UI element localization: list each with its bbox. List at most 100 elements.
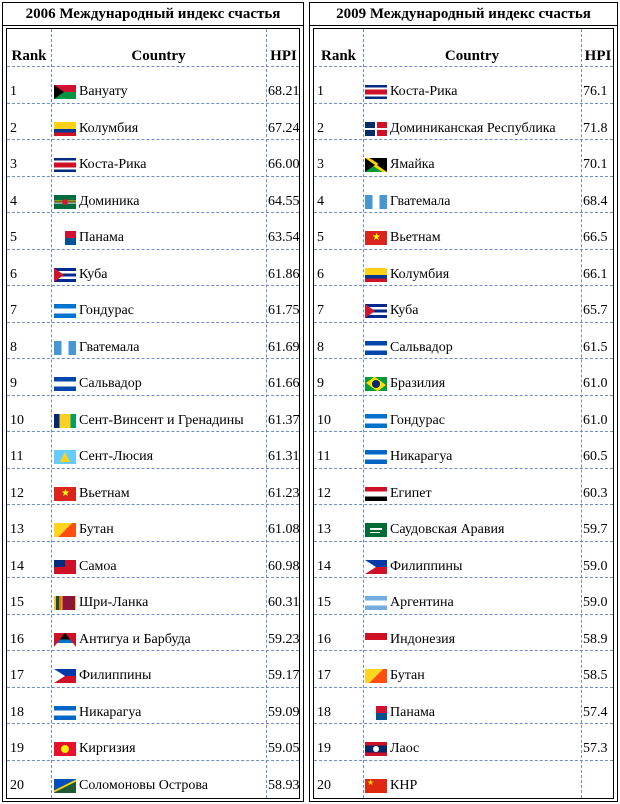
table-2009-title: 2009 Международный индекс счастья (310, 3, 617, 26)
country-cell: Никарагуа (79, 704, 142, 720)
country-cell: Антигуа и Барбуда (79, 631, 191, 647)
rank-cell: 2 (10, 120, 17, 136)
costa-rica-flag-icon (365, 85, 387, 99)
row-divider (314, 139, 613, 140)
row-divider (7, 504, 299, 505)
hpi-cell: 59.23 (268, 631, 300, 647)
colombia-flag-icon (54, 121, 76, 136)
country-cell: Гондурас (79, 303, 134, 318)
country-cell: Саудовская Аравия (390, 522, 505, 537)
country-cell: Сент-Люсия (79, 449, 154, 464)
row-divider (7, 212, 299, 213)
country-cell: Гондурас (390, 412, 445, 428)
rank-cell: 3 (10, 157, 17, 172)
hpi-cell: 61.0 (583, 412, 608, 428)
rank-cell: 9 (10, 376, 17, 391)
row-divider (7, 102, 299, 104)
country-cell: Аргентина (390, 595, 454, 610)
row-divider (7, 723, 299, 724)
hpi-cell: 66.00 (268, 157, 300, 172)
hpi-cell: 70.1 (583, 157, 608, 172)
hpi-cell: 61.08 (268, 522, 300, 537)
indonesia-flag-icon (365, 632, 387, 647)
honduras-flag-icon (365, 413, 387, 428)
hpi-cell: 61.0 (583, 376, 608, 391)
rank-cell: 14 (10, 558, 24, 574)
rank-cell: 9 (317, 376, 324, 391)
row-divider (314, 394, 613, 396)
solomon-islands-flag-icon (54, 778, 76, 793)
country-cell: Сальвадор (390, 339, 453, 355)
hpi-cell: 63.54 (268, 230, 300, 245)
hpi-cell: 68.4 (583, 193, 608, 209)
row-divider (314, 102, 613, 104)
rank-cell: 6 (317, 266, 324, 282)
rank-cell: 17 (10, 668, 24, 683)
country-cell: Панама (390, 704, 436, 720)
rank-cell: 8 (10, 339, 17, 355)
table-2006-grid: Rank Country HPI 1 Вануату 68.21 2 Колумбия 67.2… (6, 28, 300, 799)
row-divider (314, 467, 613, 469)
nicaragua-flag-icon (365, 450, 387, 464)
guatemala-flag-icon (54, 340, 76, 355)
rank-cell: 12 (10, 485, 24, 501)
country-cell: Вануату (79, 84, 128, 99)
rank-cell: 11 (317, 449, 331, 464)
country-cell: Колумбия (79, 120, 139, 136)
row-divider (314, 285, 613, 286)
header-rank: Rank (320, 48, 357, 64)
hpi-cell: 60.3 (583, 485, 608, 501)
column-divider (51, 29, 52, 798)
hpi-cell: 66.1 (583, 266, 608, 282)
saint-lucia-flag-icon (54, 450, 76, 464)
laos-flag-icon (365, 742, 387, 756)
el-salvador-flag-icon (54, 377, 76, 391)
hpi-cell: 59.17 (268, 668, 300, 683)
vanuatu-flag-icon (54, 85, 76, 99)
hpi-cell: 66.5 (583, 230, 608, 245)
rank-cell: 7 (10, 303, 17, 318)
country-cell: Филиппины (390, 558, 463, 574)
row-divider (7, 139, 299, 140)
table-2006-panel: 2006 Международный индекс счастья Rank Co… (2, 2, 304, 802)
country-cell: Панама (79, 230, 125, 245)
dominica-flag-icon (54, 194, 76, 209)
china-flag-icon: ★ (365, 778, 387, 793)
hpi-cell: 71.8 (583, 120, 608, 136)
brazil-flag-icon (365, 377, 387, 391)
row-divider (7, 540, 299, 542)
hpi-cell: 58.5 (583, 668, 608, 683)
rank-cell: 14 (317, 558, 331, 574)
country-cell: КНР (390, 777, 418, 793)
hpi-cell: 59.05 (268, 741, 300, 756)
country-cell: Коста-Рика (79, 157, 147, 172)
country-cell: Колумбия (390, 266, 450, 282)
egypt-flag-icon (365, 486, 387, 501)
header-hpi: HPI (584, 48, 612, 64)
rank-cell: 17 (317, 668, 331, 683)
country-cell: Бутан (79, 522, 114, 537)
row-divider (314, 431, 613, 432)
antigua-flag-icon (54, 632, 76, 647)
costa-rica-flag-icon (54, 158, 76, 172)
row-divider (314, 248, 613, 250)
country-cell: Куба (390, 303, 419, 318)
country-cell: Бразилия (390, 376, 446, 391)
nicaragua-flag-icon (54, 705, 76, 720)
rank-cell: 13 (10, 522, 24, 537)
hpi-cell: 61.23 (268, 485, 300, 501)
rank-cell: 1 (10, 84, 17, 99)
row-divider (314, 577, 613, 578)
rank-cell: 10 (317, 412, 331, 428)
table-2006-title: 2006 Международный индекс счастья (3, 3, 303, 26)
country-cell: Вьетнам (79, 485, 130, 501)
row-divider (314, 723, 613, 724)
country-cell: Гватемала (390, 193, 451, 209)
row-divider (314, 759, 613, 761)
rank-cell: 4 (317, 193, 324, 209)
row-divider (7, 467, 299, 469)
country-cell: Коста-Рика (390, 84, 458, 99)
country-cell: Сальвадор (79, 376, 142, 391)
rank-cell: 5 (10, 230, 17, 245)
column-divider (363, 29, 364, 798)
